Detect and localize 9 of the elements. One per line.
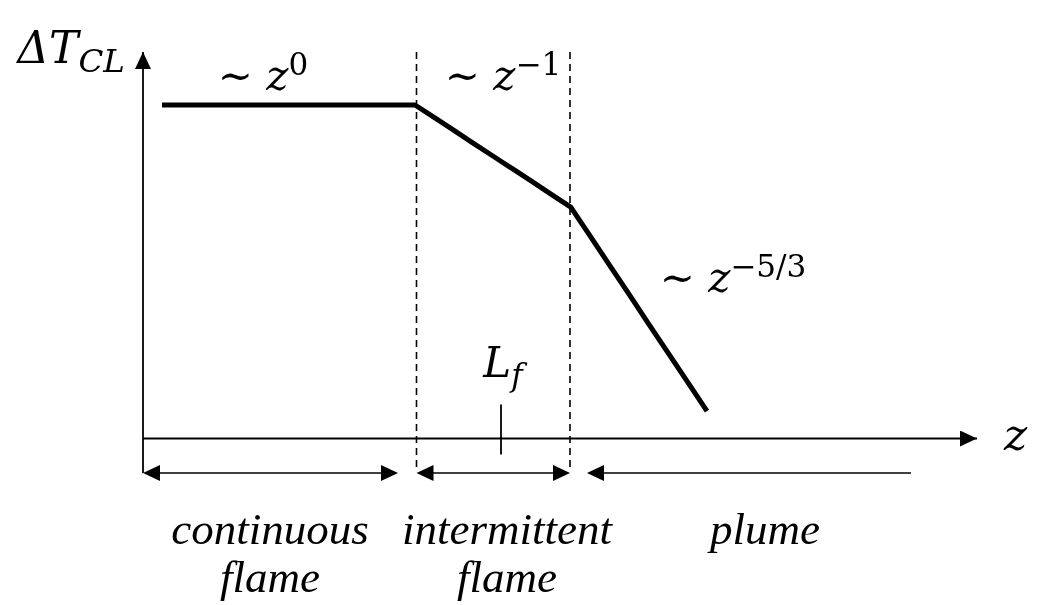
annotation: L$_{f}$ — [482, 337, 529, 393]
text: plume — [707, 504, 820, 554]
text: intermittent flame — [402, 504, 614, 602]
y-axis-title: ΔT$_{CL}$ — [15, 22, 125, 81]
annotation: ∼ z$^{−5/3}$ — [659, 248, 807, 302]
text: z — [1003, 409, 1028, 460]
text: ∼ z$^{−1}$ — [444, 46, 562, 100]
text: ∼ z$^{0}$ — [217, 46, 309, 100]
text: continuous flame — [171, 504, 369, 602]
